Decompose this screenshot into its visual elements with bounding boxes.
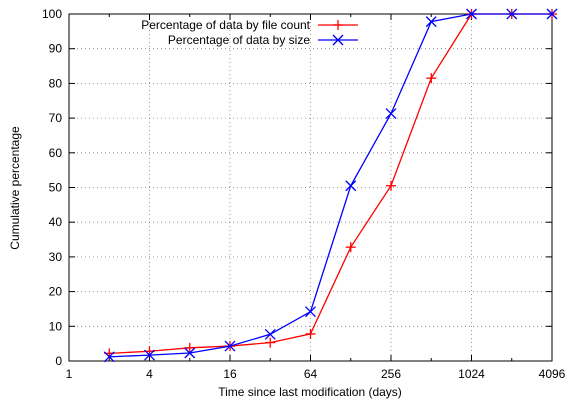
- data-point: [184, 347, 196, 359]
- data-point: [386, 180, 396, 191]
- data-point: [184, 342, 195, 353]
- marker-stroke: [184, 347, 196, 359]
- y-tick-label: 60: [49, 146, 63, 160]
- marker-stroke: [345, 180, 357, 192]
- data-point: [345, 242, 356, 253]
- marker-stroke: [385, 108, 397, 120]
- data-point: [466, 8, 477, 20]
- data-point: [265, 337, 276, 348]
- x-tick-label: 4: [146, 367, 153, 381]
- marker-stroke: [506, 8, 518, 20]
- data-point: [426, 73, 437, 84]
- data-point: [144, 349, 155, 361]
- data-point: [506, 8, 518, 20]
- marker-stroke: [305, 306, 316, 318]
- series-line: [109, 13, 552, 358]
- data-point: [345, 180, 357, 192]
- y-tick-label: 30: [49, 250, 63, 264]
- series-layer: [103, 8, 558, 363]
- y-tick-label: 20: [49, 285, 63, 299]
- series-2: [103, 8, 558, 363]
- marker-stroke: [546, 8, 558, 20]
- series-1: [104, 9, 557, 359]
- x-tick-label: 16: [223, 367, 237, 381]
- data-point: [305, 306, 316, 318]
- x-axis-label: Time since last modification (days): [218, 385, 402, 399]
- y-tick-label: 40: [49, 215, 63, 229]
- marker-stroke: [224, 340, 236, 352]
- y-tick-label: 50: [49, 181, 63, 195]
- x-tick-label: 4096: [539, 367, 565, 381]
- legend: Percentage of data by file countPercenta…: [141, 18, 358, 47]
- y-tick-label: 80: [49, 76, 63, 90]
- grid: [69, 14, 552, 361]
- data-point: [103, 351, 115, 363]
- legend-entry-1: Percentage of data by file count: [141, 18, 358, 32]
- data-point: [385, 108, 397, 120]
- data-point: [425, 16, 437, 28]
- marker-stroke: [332, 34, 344, 46]
- legend-label: Percentage of data by file count: [141, 18, 310, 32]
- data-point: [546, 8, 558, 20]
- marker-stroke: [264, 328, 276, 340]
- axis-ticks: 0 10 20 30 40 50 60 70 80 90 100 1 4 16 64 256 1024 4096: [42, 7, 565, 381]
- y-tick-label: 10: [49, 319, 63, 333]
- legend-marker: [332, 34, 344, 46]
- marker-stroke: [425, 16, 437, 28]
- data-point: [305, 328, 316, 339]
- legend-entry-2: Percentage of data by size: [168, 33, 358, 47]
- y-tick-label: 90: [49, 42, 63, 56]
- x-tick-label: 64: [304, 367, 318, 381]
- legend-marker: [333, 20, 343, 30]
- y-tick-label: 0: [55, 354, 62, 368]
- marker-stroke: [144, 349, 155, 361]
- series-line: [109, 13, 552, 355]
- y-axis-label: Cumulative percentage: [8, 126, 22, 250]
- x-tick-label: 256: [381, 367, 401, 381]
- data-point: [224, 340, 236, 352]
- x-tick-label: 1: [66, 367, 73, 381]
- data-point: [264, 328, 276, 340]
- y-tick-label: 70: [49, 111, 63, 125]
- x-tick-label: 1024: [458, 367, 485, 381]
- marker-stroke: [466, 8, 477, 20]
- y-tick-label: 100: [42, 7, 62, 21]
- marker-stroke: [103, 351, 115, 363]
- legend-label: Percentage of data by size: [168, 33, 310, 47]
